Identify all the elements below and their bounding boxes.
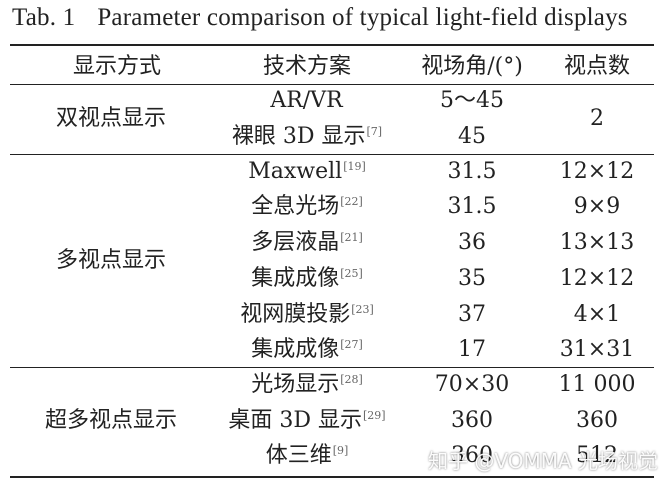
header-rule — [10, 84, 654, 85]
viewpoints-cell: 13×13 — [559, 230, 635, 255]
caption-title: Parameter comparison of typical light-fi… — [97, 4, 628, 31]
watermark: 知乎 @VOMMA 光场视觉 — [428, 449, 658, 473]
fov-cell: 45 — [458, 124, 486, 149]
scheme-cell: AR/VR — [270, 88, 343, 114]
table-row: Maxwell[19] — [248, 161, 366, 183]
scheme-cell: 视网膜投影 — [240, 302, 351, 328]
reference-mark: [21] — [340, 230, 363, 244]
table-row: 全息光场[22] — [251, 196, 363, 218]
table-caption: Tab. 1 Parameter comparison of typical li… — [12, 4, 628, 32]
fov-cell: 37 — [458, 302, 486, 327]
fov-cell: 35 — [458, 266, 486, 291]
scheme-cell: 多层液晶 — [251, 230, 340, 256]
table-row: 桌面 3D 显示[29] — [228, 410, 385, 432]
viewpoints-cell: 9×9 — [573, 194, 621, 219]
scheme-cell: 集成成像 — [251, 266, 340, 292]
table-row: AR/VR — [270, 90, 343, 112]
header-tech-scheme: 技术方案 — [262, 54, 352, 79]
viewpoints-cell: 12×12 — [559, 266, 635, 291]
scheme-cell: 体三维 — [265, 443, 332, 469]
table-row: 集成成像[25] — [251, 268, 363, 290]
scheme-cell: 全息光场 — [251, 194, 340, 220]
group-rule-1 — [10, 154, 654, 155]
scheme-cell: 光场显示 — [251, 372, 340, 398]
reference-mark: [9] — [332, 443, 349, 457]
header-field-of-view: 视场角/(°) — [421, 54, 523, 79]
viewpoints-cell: 360 — [576, 408, 618, 433]
reference-mark: [25] — [340, 266, 363, 280]
group-name-super-multi-view: 超多视点显示 — [44, 408, 178, 433]
reference-mark: [27] — [340, 337, 363, 351]
fov-cell: 31.5 — [447, 159, 497, 184]
header-viewpoints: 视点数 — [563, 54, 631, 79]
fov-cell: 17 — [458, 337, 486, 362]
table-row: 体三维[9] — [266, 445, 349, 467]
viewpoints-cell: 512 — [576, 443, 618, 468]
table-row: 集成成像[27] — [251, 339, 363, 361]
scheme-cell: 桌面 3D 显示 — [228, 408, 363, 434]
viewpoints-cell: 31×31 — [559, 337, 635, 362]
fov-cell: 360 — [451, 408, 493, 433]
table-row: 多层液晶[21] — [251, 232, 363, 254]
group-name-dual-view: 双视点显示 — [55, 106, 167, 131]
reference-mark: [19] — [343, 159, 366, 173]
caption-number: Tab. 1 — [12, 4, 76, 31]
reference-mark: [23] — [351, 302, 374, 316]
viewpoints-cell-merged: 2 — [590, 106, 604, 131]
header-display-mode: 显示方式 — [72, 54, 162, 79]
fov-cell: 5～45 — [440, 88, 504, 113]
table-row: 光场显示[28] — [251, 374, 363, 396]
table-row: 视网膜投影[23] — [240, 304, 374, 326]
viewpoints-cell: 11 000 — [558, 372, 636, 397]
scheme-cell: 集成成像 — [251, 337, 340, 363]
group-rule-2 — [10, 367, 654, 368]
viewpoints-cell: 12×12 — [559, 159, 635, 184]
fov-cell: 70×30 — [434, 372, 510, 397]
reference-mark: [22] — [340, 194, 363, 208]
reference-mark: [29] — [363, 408, 386, 422]
scheme-cell: 裸眼 3D 显示 — [231, 124, 366, 150]
viewpoints-cell: 4×1 — [573, 302, 621, 327]
scheme-cell: Maxwell — [248, 159, 343, 185]
group-name-multi-view: 多视点显示 — [55, 248, 167, 273]
reference-mark: [7] — [366, 124, 383, 138]
fov-cell: 360 — [451, 443, 493, 468]
bottom-rule — [10, 476, 654, 478]
reference-mark: [28] — [340, 372, 363, 386]
fov-cell: 31.5 — [447, 194, 497, 219]
table-row: 裸眼 3D 显示[7] — [232, 126, 382, 148]
fov-cell: 36 — [458, 230, 486, 255]
top-rule — [10, 44, 654, 46]
